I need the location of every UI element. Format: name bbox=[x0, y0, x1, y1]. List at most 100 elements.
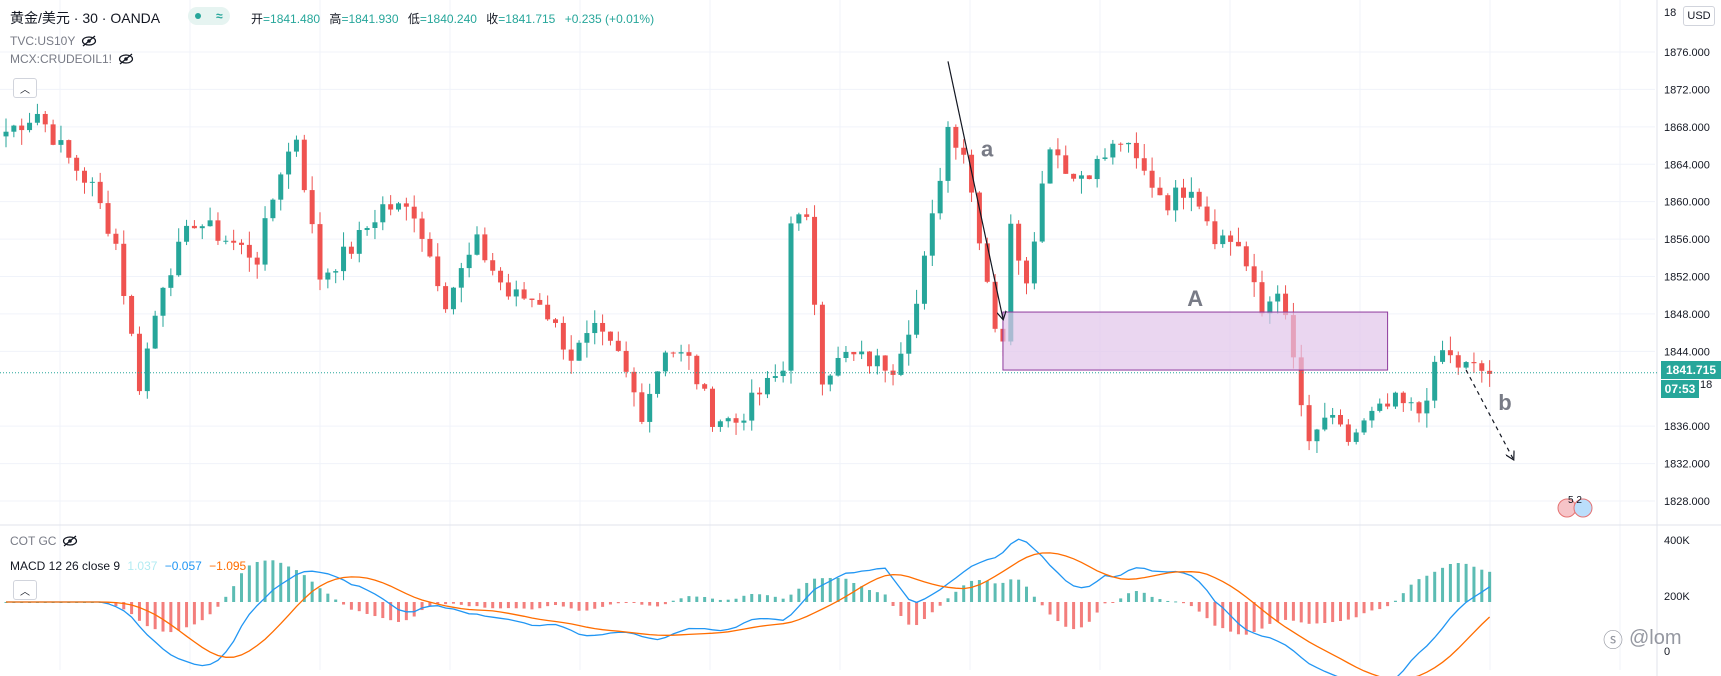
candle bbox=[772, 364, 778, 382]
wave-arrow-0[interactable] bbox=[947, 61, 1003, 318]
ohlc-readout: 开=1841.480 高=1841.930 低=1840.240 收=1841.… bbox=[245, 10, 654, 27]
macd-histogram-bar bbox=[1025, 586, 1028, 602]
candle bbox=[976, 191, 982, 251]
macd-histogram-bar bbox=[381, 602, 385, 619]
macd-histogram-bar bbox=[279, 562, 283, 602]
candle bbox=[1133, 132, 1139, 169]
macd-histogram-bar bbox=[200, 602, 204, 621]
macd-histogram-bar bbox=[616, 602, 620, 604]
macd-histogram-bar bbox=[1072, 602, 1076, 630]
open-value: =1841.480 bbox=[263, 12, 321, 26]
candle bbox=[600, 314, 606, 346]
candle bbox=[50, 119, 56, 146]
candle bbox=[1447, 336, 1453, 364]
collapse-legend-button[interactable]: ︿ bbox=[13, 78, 37, 98]
macd-histogram-bar bbox=[483, 602, 487, 608]
macd-histogram-bar bbox=[130, 602, 134, 615]
candle bbox=[1204, 196, 1210, 226]
macd-histogram-bar bbox=[1299, 602, 1303, 623]
price-tick-label: 1864.000 bbox=[1664, 159, 1710, 171]
macd-histogram-bar bbox=[1119, 598, 1123, 602]
symbol-title[interactable]: 黄金/美元 · 30 · OANDA bbox=[10, 10, 161, 26]
macd-histogram-bar bbox=[1236, 602, 1240, 635]
candle bbox=[757, 387, 763, 406]
cot-legend[interactable]: COT GC bbox=[10, 534, 78, 548]
candle bbox=[1369, 406, 1375, 428]
zone-rect[interactable] bbox=[1002, 311, 1389, 371]
market-status-pill[interactable]: ≈ bbox=[188, 7, 230, 25]
candle bbox=[859, 340, 865, 360]
macd-legend[interactable]: MACD 12 26 close 9 1.037 −0.057 −1.095 bbox=[10, 559, 246, 573]
candle bbox=[639, 383, 645, 425]
candle bbox=[780, 361, 786, 383]
macd-histogram-bar bbox=[687, 596, 691, 602]
price-tick-label: 1828.000 bbox=[1664, 496, 1710, 508]
candle bbox=[670, 351, 676, 358]
macd-histogram-bar bbox=[467, 602, 471, 607]
candle bbox=[1424, 388, 1430, 428]
candle bbox=[1487, 360, 1493, 387]
candle bbox=[239, 239, 244, 255]
candle bbox=[576, 340, 582, 361]
wave-arrows[interactable]: a b 5 2 bbox=[947, 61, 1593, 518]
chevron-up-icon: ︿ bbox=[20, 84, 30, 96]
macd-histogram-bar bbox=[1386, 602, 1390, 607]
macd-histogram-bar bbox=[1142, 592, 1146, 602]
candle bbox=[882, 355, 888, 383]
macd-histogram-bar bbox=[765, 595, 769, 602]
candle bbox=[1118, 142, 1124, 152]
candle bbox=[686, 344, 692, 370]
currency-button[interactable]: USD bbox=[1683, 6, 1715, 26]
wave-arrow-1[interactable] bbox=[1465, 369, 1513, 459]
candle bbox=[1149, 157, 1155, 198]
candle bbox=[168, 268, 174, 297]
candle bbox=[1432, 355, 1438, 409]
candle bbox=[152, 310, 158, 349]
economic-event-badge[interactable]: 5 2 bbox=[1557, 495, 1593, 518]
candle bbox=[1047, 147, 1053, 184]
macd-histogram-bar bbox=[875, 592, 879, 602]
macd-histogram-bar bbox=[773, 596, 777, 602]
eye-hidden-icon[interactable] bbox=[118, 53, 134, 65]
macd-histogram-bar bbox=[1158, 599, 1162, 602]
candle bbox=[309, 176, 315, 234]
eye-hidden-icon[interactable] bbox=[62, 535, 78, 547]
candle bbox=[1243, 241, 1249, 272]
candle bbox=[364, 226, 370, 236]
cot-label: COT GC bbox=[10, 534, 57, 548]
candle bbox=[694, 354, 700, 390]
macd-histogram-bar bbox=[1032, 596, 1036, 602]
candle bbox=[1071, 173, 1077, 182]
macd-histogram-bar bbox=[1480, 569, 1484, 602]
collapse-indicator-button[interactable]: ︿ bbox=[13, 580, 37, 600]
macd-histogram-bar bbox=[1291, 602, 1295, 621]
macd-histogram-bar bbox=[1268, 602, 1272, 624]
macd-histogram-bar bbox=[1354, 602, 1358, 618]
macd-histogram-bar bbox=[742, 595, 746, 602]
candle bbox=[458, 262, 464, 303]
candle bbox=[1330, 407, 1336, 425]
candle bbox=[874, 348, 880, 375]
event-badge-text: 5 2 bbox=[1568, 495, 1582, 506]
market-open-dot-icon bbox=[195, 13, 202, 19]
overlay-us10y[interactable]: TVC:US10Y bbox=[10, 34, 97, 48]
candle bbox=[293, 135, 299, 157]
close-value: =1841.715 bbox=[498, 12, 556, 26]
macd-histogram-bar bbox=[993, 583, 997, 602]
macd-histogram-bar bbox=[554, 602, 557, 606]
eye-hidden-icon[interactable] bbox=[81, 35, 97, 47]
macd-histogram-bar bbox=[891, 602, 895, 606]
macd-histogram-bar bbox=[1425, 575, 1429, 602]
macd-histogram-bar bbox=[436, 602, 440, 604]
macd-histogram-bar bbox=[1244, 602, 1248, 635]
candle bbox=[278, 172, 284, 211]
overlay-crudeoil[interactable]: MCX:CRUDEOIL1! bbox=[10, 52, 134, 66]
candle bbox=[27, 112, 33, 133]
macd-histogram-bar bbox=[428, 602, 432, 607]
candle bbox=[1251, 253, 1257, 297]
candle bbox=[1314, 428, 1320, 453]
price-axis[interactable]: 1876.000 1872.000 1868.000 1864.000 1860.000… bbox=[1664, 7, 1712, 658]
candle bbox=[301, 134, 307, 193]
support-zone-A[interactable]: A bbox=[1002, 286, 1389, 371]
